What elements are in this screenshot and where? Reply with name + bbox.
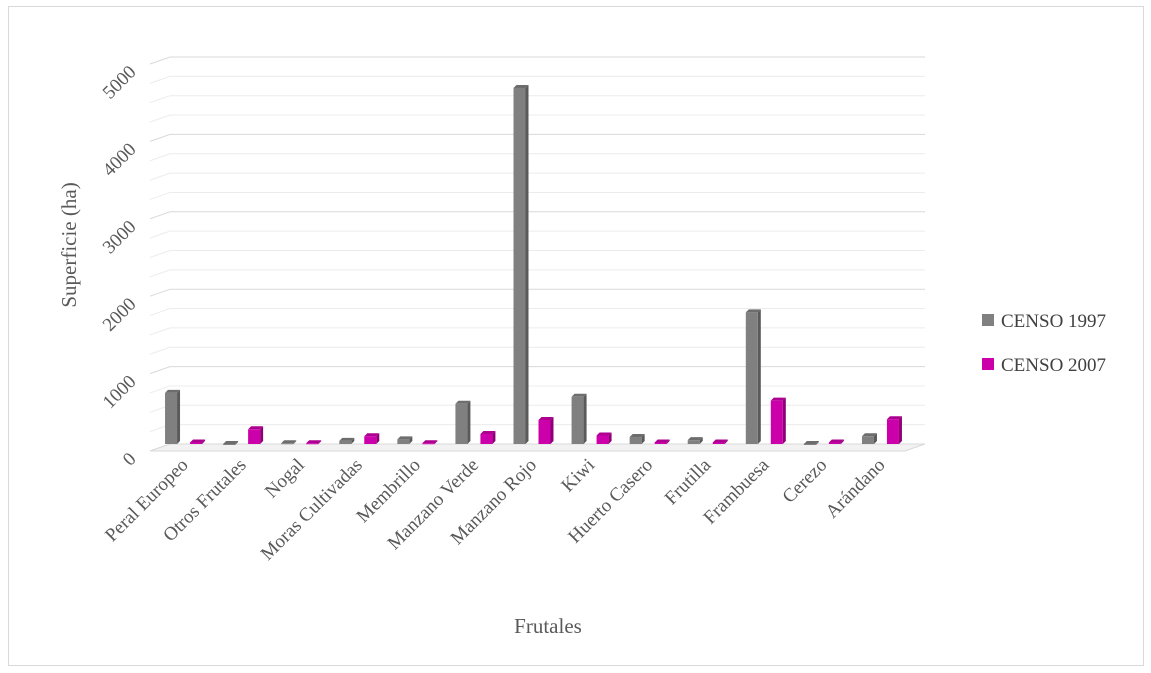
legend-swatch-censo-1997 [982, 314, 994, 326]
minor-gridline [149, 95, 925, 104]
bar-censo-1997 [223, 441, 239, 445]
y-axis-ticks: 0 1000 2000 3000 4000 5000 [99, 62, 141, 471]
minor-gridline [149, 385, 925, 394]
legend: CENSO 1997 CENSO 2007 [982, 311, 1106, 376]
x-tick-label: Moras Cultivadas [257, 455, 367, 565]
bar-censo-1997 [861, 433, 877, 444]
chart-floor [149, 443, 926, 452]
x-axis-title: Frutales [514, 614, 582, 638]
legend-label-censo-1997: CENSO 1997 [1001, 311, 1106, 332]
bar-censo-1997 [165, 389, 181, 444]
bar-censo-1997 [629, 434, 645, 444]
bar-censo-2007 [654, 439, 670, 444]
bar-censo-2007 [596, 432, 612, 444]
bar-censo-2007 [886, 416, 902, 444]
minor-gridline [149, 346, 925, 355]
y-tick-label: 3000 [99, 216, 141, 258]
y-tick-label: 1000 [99, 371, 141, 413]
major-gridline [149, 133, 925, 142]
major-gridline [149, 56, 925, 65]
bar-censo-2007 [422, 440, 438, 445]
minor-gridline [149, 191, 925, 200]
legend-swatch-censo-2007 [982, 358, 994, 370]
legend-item-censo-1997: CENSO 1997 [982, 311, 1106, 332]
bar-censo-2007 [480, 430, 496, 444]
x-tick-label: Nogal [261, 455, 309, 503]
bar-censo-2007 [364, 433, 380, 444]
major-gridline [149, 366, 925, 375]
x-tick-label: Cerezo [779, 455, 832, 508]
y-tick-label: 5000 [99, 62, 141, 104]
minor-gridline [149, 424, 925, 433]
bar-censo-1997 [339, 437, 355, 444]
bar-censo-2007 [538, 417, 554, 444]
minor-gridline [149, 250, 925, 258]
minor-gridline [149, 153, 925, 162]
x-tick-label: Frutilla [661, 454, 716, 509]
y-axis-title: Superficie (ha) [57, 182, 81, 307]
bar-censo-1997 [513, 84, 529, 445]
bar-censo-2007 [712, 439, 728, 444]
bar-censo-2007 [190, 439, 206, 444]
bar-censo-1997 [687, 437, 703, 444]
bars [165, 84, 902, 445]
minor-gridline [149, 327, 925, 336]
bar-censo-1997 [281, 440, 297, 445]
bar-censo-2007 [306, 440, 322, 445]
x-tick-label: Kiwi [557, 455, 599, 497]
major-gridline [149, 211, 925, 220]
minor-gridline [149, 269, 925, 278]
bar-censo-2007 [248, 426, 264, 444]
legend-label-censo-2007: CENSO 2007 [1001, 355, 1106, 376]
minor-gridline [149, 172, 925, 181]
minor-gridline [149, 114, 925, 123]
minor-gridline [149, 230, 925, 239]
bar-censo-1997 [745, 309, 761, 444]
minor-gridline [149, 308, 925, 317]
y-tick-label: 0 [119, 449, 141, 471]
x-tick-label: Arándano [822, 455, 890, 523]
minor-gridline [149, 75, 925, 84]
bar-censo-2007 [770, 397, 786, 444]
gridlines [149, 56, 926, 452]
chart-frame [8, 6, 1144, 666]
bar-censo-1997 [397, 436, 413, 444]
minor-gridline [149, 404, 925, 413]
major-gridline [149, 288, 925, 297]
bar-censo-1997 [571, 393, 587, 444]
y-tick-label: 4000 [99, 139, 141, 181]
y-tick-label: 2000 [99, 294, 141, 336]
bar-censo-2007 [828, 439, 844, 444]
bar-censo-1997 [455, 400, 471, 444]
legend-item-censo-2007: CENSO 2007 [982, 355, 1106, 376]
bar-censo-1997 [803, 441, 819, 445]
